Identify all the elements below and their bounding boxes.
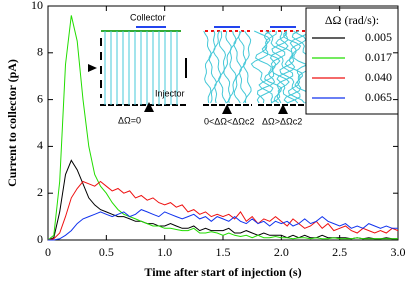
legend-title: ΔΩ (rad/s): — [325, 13, 379, 27]
annotation: 0<ΔΩ<ΔΩc2 — [204, 116, 255, 126]
data-line — [47, 15, 398, 241]
x-tick-label: 2.0 — [274, 245, 289, 259]
field-line — [227, 30, 237, 104]
arrow — [144, 102, 154, 112]
field-line — [233, 30, 242, 104]
y-tick-label: 2 — [37, 185, 43, 199]
field-line — [218, 30, 227, 104]
legend-label: 0.040 — [365, 70, 392, 84]
field-line — [258, 30, 281, 104]
legend-box — [305, 7, 399, 115]
x-tick-label: 0 — [45, 245, 51, 259]
arrow — [88, 64, 97, 72]
annotation: Collector — [130, 12, 166, 22]
field-line — [208, 30, 217, 104]
x-tick-label: 2.5 — [332, 245, 347, 259]
field-line — [275, 30, 299, 104]
field-line — [237, 30, 247, 104]
x-tick-label: 1.0 — [157, 245, 172, 259]
field-line — [203, 30, 212, 104]
data-line — [47, 180, 399, 241]
field-line — [213, 30, 222, 104]
field-line — [291, 30, 315, 104]
field-line — [243, 30, 252, 104]
y-tick-label: 4 — [37, 138, 43, 152]
arrow — [278, 104, 288, 114]
data-line — [48, 209, 398, 241]
arrow — [222, 104, 232, 114]
data-line — [47, 159, 398, 241]
y-tick-label: 0 — [37, 232, 43, 246]
field-line — [279, 30, 302, 104]
x-tick-label: 0.5 — [99, 245, 114, 259]
field-line — [269, 30, 290, 104]
x-tick-label: 1.5 — [216, 245, 231, 259]
annotation: ΔΩ>ΔΩc2 — [262, 116, 302, 126]
field-line — [271, 30, 294, 104]
inset-diagrams — [88, 26, 315, 114]
legend-label: 0.005 — [365, 30, 392, 44]
legend-label: 0.065 — [365, 90, 392, 104]
y-tick-label: 6 — [37, 91, 43, 105]
y-tick-label: 8 — [37, 45, 43, 59]
legend-label: 0.017 — [365, 50, 392, 64]
y-tick-label: 10 — [31, 0, 43, 12]
annotation: ΔΩ=0 — [118, 115, 141, 125]
field-line — [223, 30, 232, 104]
field-line — [264, 30, 286, 104]
y-axis-title: Current to collector (pA) — [5, 59, 19, 187]
annotation: Injector — [155, 88, 185, 98]
x-tick-label: 3.0 — [391, 245, 406, 259]
x-axis-title: Time after start of injection (s) — [144, 265, 301, 279]
field-line — [255, 31, 277, 104]
